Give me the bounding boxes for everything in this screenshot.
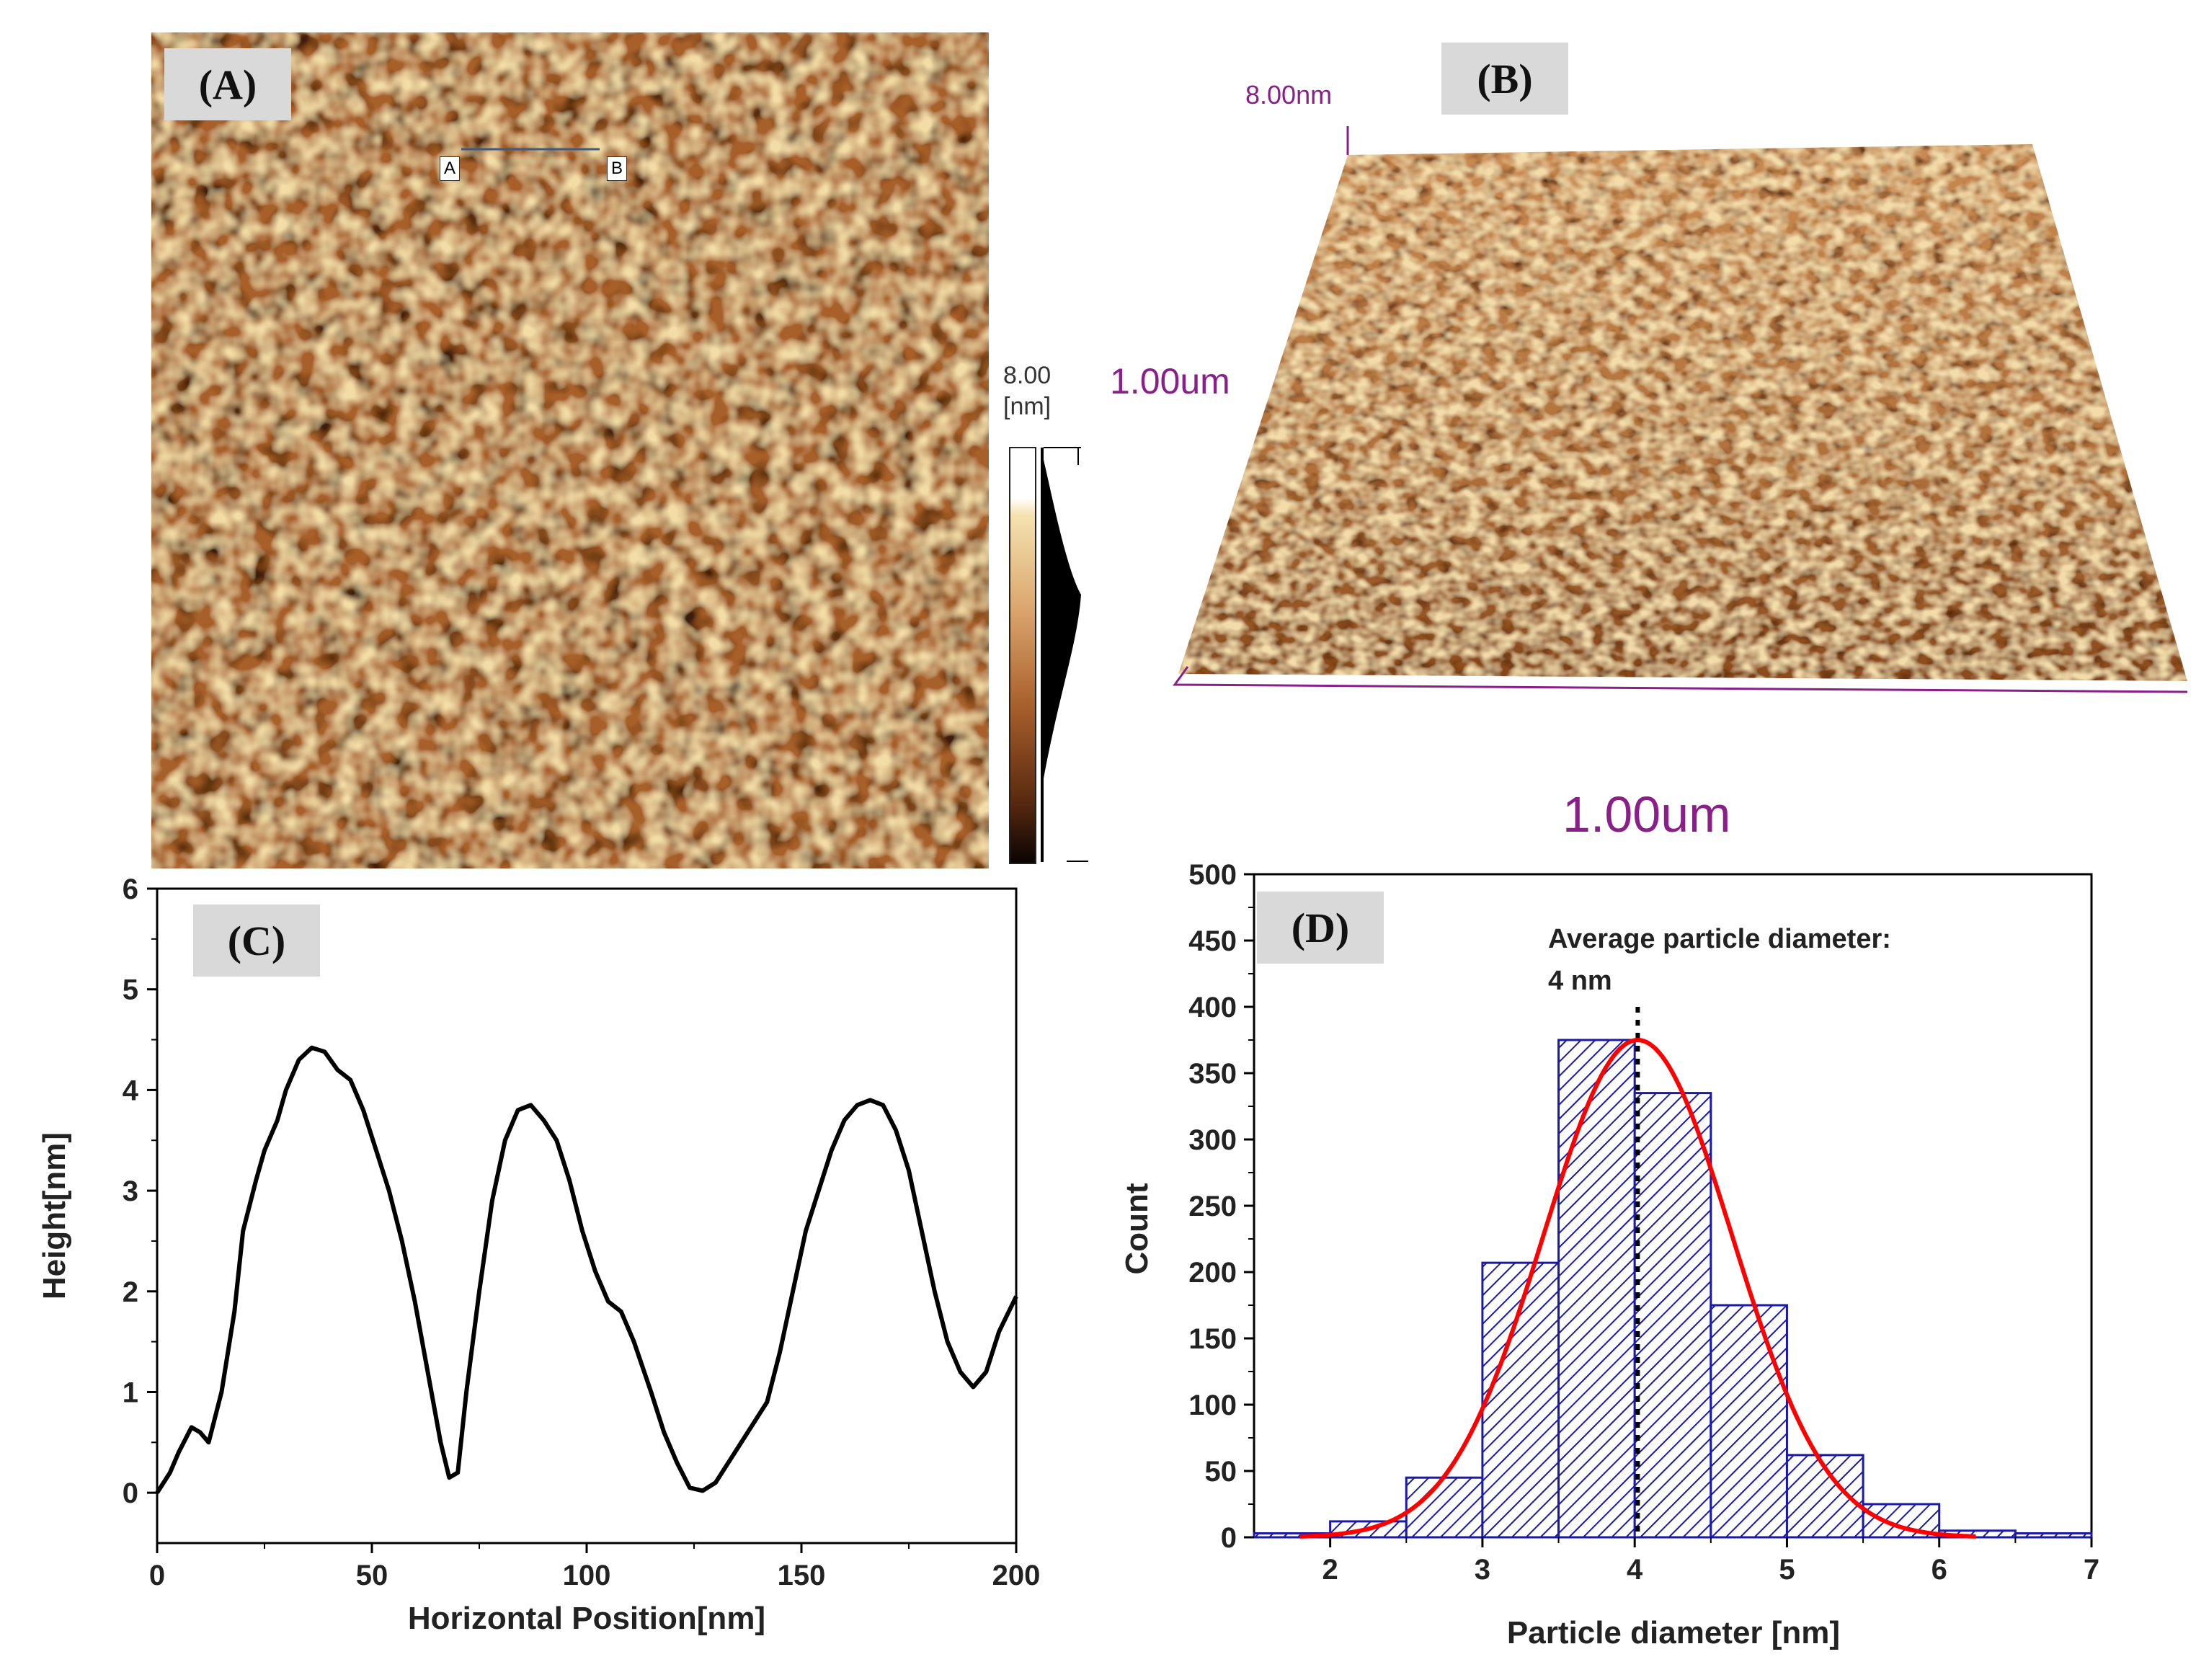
panel-b: (B) 8.00nm 1.00um 1.00um bbox=[1081, 32, 2196, 854]
panel-c-label: (C) bbox=[193, 905, 320, 977]
afm-topography-image bbox=[151, 32, 989, 868]
y-tick-label: 6 bbox=[123, 874, 138, 905]
panel-d-label: (D) bbox=[1257, 892, 1384, 964]
y-tick-label: 0 bbox=[1221, 1522, 1237, 1554]
histogram-bar bbox=[1405, 1476, 1484, 1539]
x-tick-label: 3 bbox=[1475, 1554, 1490, 1586]
histogram-bar bbox=[1710, 1304, 1788, 1539]
x-tick-label: 6 bbox=[1931, 1554, 1947, 1586]
color-scale-bar bbox=[1009, 447, 1036, 864]
scale-unit-label: [nm] bbox=[1003, 393, 1052, 420]
y-tick-label: 4 bbox=[123, 1075, 139, 1106]
afm-3d-surface bbox=[1173, 126, 2188, 693]
histogram-bar bbox=[1633, 1092, 1712, 1539]
diameter-histogram-chart: 0 50 100 150 200 250 300 350 400 450 500 2 3 4 5 6 7 Av… bbox=[1119, 859, 2099, 1650]
z-axis-label: 8.00nm bbox=[1245, 80, 1333, 110]
y-axis-title: Height[nm] bbox=[37, 1132, 72, 1299]
histogram-bar bbox=[2014, 1532, 2093, 1539]
y-tick-label: 400 bbox=[1188, 992, 1237, 1023]
annotation-line-1: Average particle diameter: bbox=[1548, 924, 1891, 954]
y-tick-label: 500 bbox=[1188, 859, 1237, 891]
y-tick-label: 1 bbox=[123, 1377, 138, 1408]
x-tick-label: 2 bbox=[1323, 1554, 1338, 1586]
profile-marker-a: A bbox=[440, 156, 461, 181]
panel-a-label: (A) bbox=[164, 48, 291, 120]
y-tick-label: 3 bbox=[123, 1175, 138, 1207]
x-tick-label: 7 bbox=[2084, 1554, 2099, 1586]
panel-b-label: (B) bbox=[1441, 43, 1568, 115]
y-tick-label: 100 bbox=[1188, 1390, 1237, 1421]
y-tick-label: 250 bbox=[1188, 1191, 1237, 1222]
y-tick-label: 300 bbox=[1188, 1124, 1237, 1156]
x-tick-label: 150 bbox=[778, 1560, 826, 1591]
y-tick-label: 200 bbox=[1188, 1257, 1237, 1289]
panel-c: 0 1 2 3 4 5 6 0 50 100 150 200 Horizontal Position… bbox=[0, 868, 1081, 1676]
scale-max-label: 8.00 bbox=[1003, 362, 1052, 389]
plot-frame bbox=[156, 887, 1018, 1545]
y-tick-label: 50 bbox=[1205, 1456, 1237, 1488]
y-tick-label: 450 bbox=[1188, 925, 1237, 957]
x-tick-label: 4 bbox=[1627, 1554, 1643, 1586]
height-profile-chart: 0 1 2 3 4 5 6 0 50 100 150 200 Horizontal Position… bbox=[37, 874, 1041, 1636]
annotation-line-2: 4 nm bbox=[1548, 966, 1612, 996]
x-axis-title: Particle diameter [nm] bbox=[1507, 1615, 1840, 1650]
y-axis-label: 1.00um bbox=[1110, 361, 1230, 401]
x-tick-label: 200 bbox=[992, 1560, 1041, 1591]
y-tick-label: 350 bbox=[1188, 1058, 1237, 1090]
histogram-bar bbox=[1557, 1039, 1636, 1539]
x-tick-label: 100 bbox=[563, 1560, 611, 1591]
x-tick-label: 5 bbox=[1779, 1554, 1795, 1586]
x-axis-title: Horizontal Position[nm] bbox=[408, 1601, 765, 1636]
y-tick-label: 150 bbox=[1188, 1323, 1237, 1355]
panel-a: (A) A B 8.00 [nm] bbox=[151, 32, 1088, 868]
height-histogram bbox=[1041, 447, 1088, 862]
x-tick-label: 50 bbox=[356, 1560, 388, 1591]
y-tick-label: 5 bbox=[123, 974, 138, 1006]
y-axis-title: Count bbox=[1119, 1183, 1155, 1274]
panel-d: 0 50 100 150 200 250 300 350 400 450 500 2 3 4 5 6 7 Av… bbox=[1081, 854, 2196, 1676]
height-profile-line bbox=[155, 1045, 1018, 1494]
profile-marker-b: B bbox=[607, 156, 628, 181]
x-axis-label: 1.00um bbox=[1562, 786, 1731, 843]
y-tick-label: 2 bbox=[123, 1276, 138, 1308]
gaussian-fit-curve bbox=[1299, 1037, 1976, 1539]
x-tick-label: 0 bbox=[149, 1560, 165, 1591]
y-tick-label: 0 bbox=[123, 1477, 138, 1509]
